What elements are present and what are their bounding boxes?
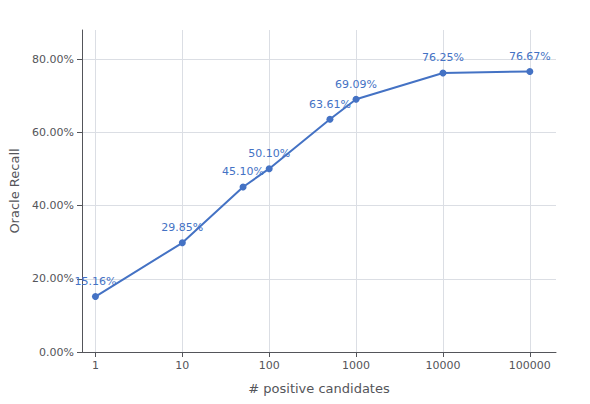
svg-text:# positive candidates: # positive candidates [248,381,390,396]
svg-text:20.00%: 20.00% [32,272,74,285]
svg-text:100: 100 [259,359,280,372]
svg-text:1: 1 [92,359,99,372]
svg-text:76.67%: 76.67% [509,50,551,63]
svg-text:100000: 100000 [509,359,551,372]
svg-text:29.85%: 29.85% [161,221,203,234]
svg-text:Oracle Recall: Oracle Recall [7,148,22,233]
svg-text:76.25%: 76.25% [422,51,464,64]
svg-text:69.09%: 69.09% [335,78,377,91]
svg-text:1000: 1000 [342,359,370,372]
svg-text:40.00%: 40.00% [32,199,74,212]
svg-text:15.16%: 15.16% [74,275,116,288]
svg-text:45.10%: 45.10% [222,165,264,178]
svg-text:10: 10 [175,359,189,372]
svg-text:0.00%: 0.00% [39,346,74,359]
svg-text:50.10%: 50.10% [248,147,290,160]
svg-text:63.61%: 63.61% [309,98,351,111]
svg-text:80.00%: 80.00% [32,53,74,66]
svg-text:10000: 10000 [425,359,460,372]
svg-text:60.00%: 60.00% [32,126,74,139]
